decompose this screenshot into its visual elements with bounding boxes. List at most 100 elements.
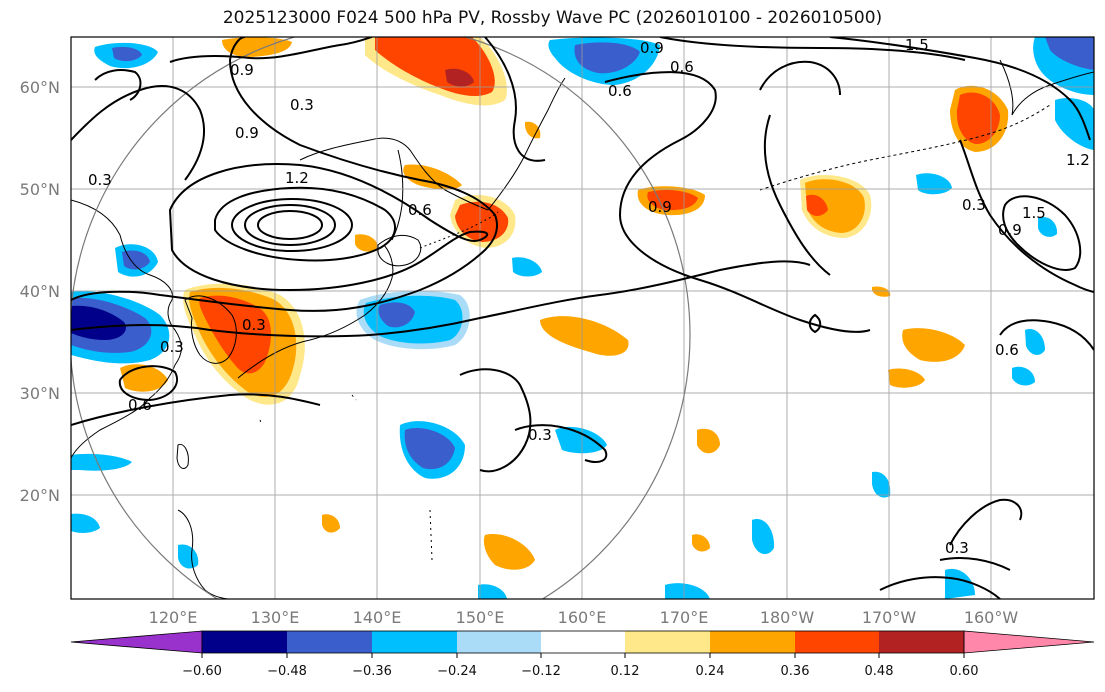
coast-russia-east bbox=[299, 137, 489, 211]
shade-orange-355 bbox=[355, 234, 378, 252]
contour-label-0p6-a: 0.6 bbox=[670, 58, 694, 76]
colorbar-segment-3 bbox=[372, 631, 457, 653]
contour-label-0p3-c: 0.3 bbox=[242, 316, 266, 334]
shade-orange-170w bbox=[902, 328, 965, 362]
coast-japan-honshu bbox=[237, 244, 394, 379]
shade-orange-midpac bbox=[540, 316, 629, 356]
shade-red-korea bbox=[199, 295, 271, 374]
contour-label-0p6-e: 0.6 bbox=[995, 341, 1019, 359]
contour-1p5 bbox=[214, 186, 396, 262]
shade-orange-180 bbox=[805, 179, 865, 233]
distance-circle bbox=[71, 37, 691, 599]
contour-label-0p3-g: 0.3 bbox=[945, 539, 969, 557]
lon-tick-170w: 170°W bbox=[862, 608, 917, 627]
shade-blue-160w-south bbox=[945, 568, 975, 599]
colorbar-segment-8 bbox=[795, 631, 879, 653]
contour-0p6-loop bbox=[118, 365, 178, 402]
contour-0p3-west bbox=[71, 393, 321, 426]
coast-islands-south bbox=[259, 394, 433, 561]
lat-tick-40n: 40°N bbox=[20, 282, 60, 301]
cb-tick-label-2: −0.36 bbox=[352, 664, 392, 679]
lat-tick-50n: 50°N bbox=[20, 180, 60, 199]
contour-label-0p9-b: 0.9 bbox=[640, 39, 664, 57]
coast-asia-mainland bbox=[71, 199, 182, 459]
coast-hokkaido bbox=[377, 234, 422, 267]
colorbar-segment-6 bbox=[625, 631, 710, 653]
contour-0p3-south-b bbox=[879, 576, 1001, 599]
shade-blue-160e-mid bbox=[512, 257, 542, 277]
coast-aleutians bbox=[759, 104, 1051, 191]
contour-label-0p3-b: 0.3 bbox=[88, 171, 112, 189]
colorbar-ticks bbox=[201, 653, 965, 658]
colorbar-segment-5 bbox=[541, 631, 625, 653]
lon-tick-160w: 160°W bbox=[964, 608, 1019, 627]
contour-0p9-nw bbox=[169, 37, 373, 63]
cb-tick-label-4: −0.12 bbox=[521, 664, 561, 679]
pv-shading bbox=[71, 37, 1094, 599]
contour-1p2 bbox=[168, 163, 489, 292]
shade-orange-bottom-b bbox=[692, 534, 710, 552]
colorbar: −0.60 −0.48 −0.36 −0.24 −0.12 0.12 0.24 … bbox=[70, 630, 1095, 679]
shade-blue-180-south bbox=[752, 519, 775, 555]
contour-0p3-right bbox=[759, 60, 841, 96]
shade-blue-155e-south-dark bbox=[404, 428, 455, 470]
lon-tick-170e: 170°E bbox=[660, 608, 709, 627]
contour-label-0p3-f: 0.3 bbox=[962, 196, 986, 214]
contour-labels: 0.9 0.9 0.6 0.6 0.3 0.9 1.2 0.3 0.3 0.3 … bbox=[88, 37, 1090, 557]
contour-0p9-right bbox=[959, 139, 1094, 293]
pv-contours bbox=[71, 37, 1094, 599]
cb-tick-label-6: 0.24 bbox=[696, 664, 725, 679]
contour-0p3-south-a bbox=[949, 498, 1023, 546]
contour-0p3-midpac bbox=[459, 368, 532, 473]
shade-orange-kuril bbox=[403, 164, 462, 190]
contour-label-1p2-a: 1.2 bbox=[285, 169, 309, 187]
map-plot-area: 0.9 0.9 0.6 0.6 0.3 0.9 1.2 0.3 0.3 0.3 … bbox=[71, 37, 1094, 599]
contour-0p6 bbox=[71, 260, 811, 338]
contour-0p6-hook bbox=[808, 313, 822, 334]
contour-0p3-right-loop bbox=[514, 424, 608, 463]
shade-blue-1015 bbox=[1012, 366, 1035, 386]
colorbar-frame bbox=[201, 630, 965, 654]
contour-core-2 bbox=[244, 204, 336, 246]
contour-0p3-north bbox=[71, 85, 205, 181]
cb-tick-label-7: 0.36 bbox=[781, 664, 810, 679]
contour-label-1p2-b: 1.2 bbox=[1066, 151, 1090, 169]
shade-blue-165e bbox=[555, 426, 607, 454]
lat-tick-60n: 60°N bbox=[20, 78, 60, 97]
contour-label-0p6-d: 0.6 bbox=[608, 82, 632, 100]
colorbar-segment-10 bbox=[963, 630, 1095, 654]
shade-navy-west bbox=[71, 305, 126, 340]
graticule bbox=[71, 37, 1094, 599]
contour-0p6-sw bbox=[999, 319, 1094, 351]
contour-label-0p3-e: 0.3 bbox=[528, 426, 552, 444]
coast-kamchatka bbox=[487, 77, 566, 211]
shade-orange-170w-b bbox=[888, 368, 925, 388]
shade-blue-bottom-c bbox=[665, 583, 710, 599]
cb-tick-label-8: 0.48 bbox=[865, 664, 894, 679]
shade-blue-topleft-inner bbox=[112, 46, 142, 62]
contour-0p3-nw-b bbox=[94, 69, 142, 101]
cb-tick-label-1: −0.48 bbox=[267, 664, 307, 679]
coast-alaska bbox=[999, 59, 1094, 116]
contour-label-0p3-d: 0.3 bbox=[160, 338, 184, 356]
shade-blue-1040 bbox=[1038, 216, 1058, 237]
cb-tick-label-9: 0.60 bbox=[950, 664, 979, 679]
contour-1p2-ne bbox=[829, 37, 1091, 141]
contour-0p6-top bbox=[604, 71, 871, 333]
contour-1p5-right-oval bbox=[1002, 195, 1082, 271]
shade-red-170e bbox=[647, 190, 698, 211]
lon-tick-160e: 160°E bbox=[558, 608, 607, 627]
shade-orange-528 bbox=[525, 121, 541, 139]
contour-0p3-180 bbox=[763, 114, 831, 276]
shade-blue-topright-dark bbox=[1045, 37, 1094, 70]
shade-blue-bottom-d bbox=[478, 584, 507, 599]
shade-blue-180e bbox=[872, 471, 891, 498]
contour-1p5-ne bbox=[659, 37, 966, 61]
lon-tick-180w: 180°W bbox=[760, 608, 815, 627]
shade-orange-bottom-a bbox=[322, 514, 340, 533]
shade-darkred-top bbox=[445, 68, 474, 87]
lon-tick-labels: 120°E 130°E 140°E 150°E 160°E 170°E 180°… bbox=[149, 608, 1019, 627]
contour-0p3-south-c bbox=[939, 557, 1011, 571]
contour-core-1 bbox=[257, 210, 323, 240]
